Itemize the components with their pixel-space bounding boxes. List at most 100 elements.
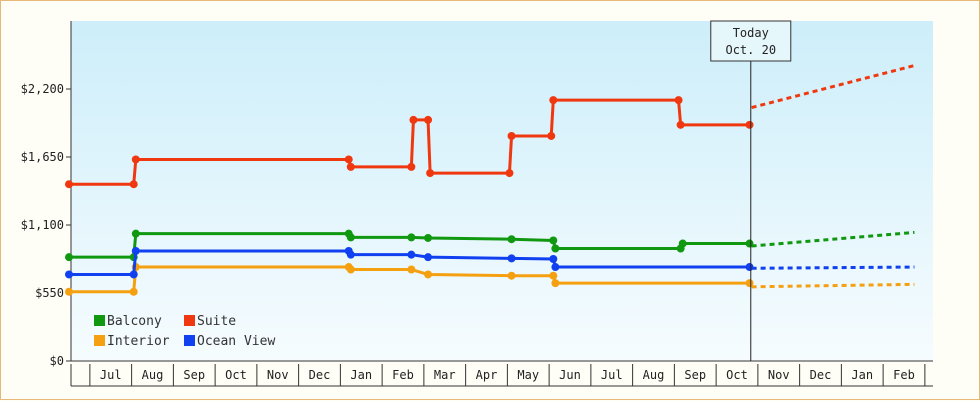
x-tick-label: Aug [142,368,164,382]
forecast-line-suite [751,64,915,109]
forecast-line-interior [751,282,915,289]
legend-label: Interior [107,334,170,349]
data-point [678,239,687,248]
legend-label: Suite [197,314,236,329]
legend-label: Balcony [107,314,162,329]
data-point [346,162,355,171]
x-tick-label: Oct [726,368,748,382]
series-suite [65,64,915,189]
data-point [346,265,355,274]
x-tick-label: Dec [810,368,832,382]
x-tick-label: Sep [684,368,706,382]
series-balcony [65,229,915,262]
x-tick-label: May [517,368,539,382]
data-point [344,155,353,164]
y-tick-label: $1,650 [21,150,64,164]
legend-swatch [184,315,195,326]
data-point [424,115,433,124]
forecast-line-balcony [751,230,915,248]
data-point [549,96,558,105]
data-point [346,250,355,259]
forecast-line-ocean-view [751,265,915,270]
legend: Balcony Suite Interior Ocean View [94,314,275,349]
y-tick-label: $2,200 [21,82,64,96]
today-annotation: Today Oct. 20 [710,20,792,361]
data-point [65,180,73,189]
data-point [426,169,435,178]
data-point [745,279,754,288]
data-point [549,271,558,280]
data-point [549,236,558,245]
y-axis: $0 $550 $1,100 $1,650 $2,200 [21,21,933,368]
data-point [424,253,433,262]
series-line-suite [69,98,750,186]
data-point [407,250,416,259]
data-point [407,162,416,171]
y-tick-label: $1,100 [21,218,64,232]
legend-item-suite: Suite [184,314,236,329]
data-point [549,255,558,263]
data-point [65,270,73,279]
data-point [674,96,683,105]
x-tick-label: Feb [392,368,414,382]
data-point [551,279,560,288]
x-tick-label: Feb [893,368,915,382]
data-point [131,246,140,255]
y-tick-label: $0 [50,354,64,368]
data-point [676,120,685,129]
data-point [551,263,560,272]
x-tick-label: Mar [434,368,456,382]
series-layer [65,64,915,296]
today-date-label: Oct. 20 [725,43,776,57]
data-point [745,239,754,248]
data-point [129,180,138,189]
data-point [507,271,516,280]
x-tick-label: Jun [559,368,581,382]
data-point [547,131,556,140]
data-point [424,233,433,242]
x-tick-label: Aug [643,368,665,382]
data-point [65,253,73,262]
x-tick-label: Jul [601,368,623,382]
x-tick-label: Nov [267,368,289,382]
data-point [424,270,433,279]
data-point [745,263,754,272]
data-point [409,115,418,124]
data-point [407,265,416,274]
x-tick-label: Dec [309,368,331,382]
today-box [710,20,792,62]
legend-swatch [94,315,105,326]
data-point [131,155,140,164]
data-point [505,169,514,178]
x-axis: Jul Aug Sep Oct Nov Dec Jan Feb Mar Apr May Jun Jul A… [70,364,933,387]
x-tick-label: Nov [768,368,790,382]
data-point [507,235,516,244]
legend-item-balcony: Balcony [94,314,162,329]
plot-area [71,21,933,361]
data-point [507,254,516,263]
x-tick-label: Sep [183,368,205,382]
data-point [745,120,754,129]
legend-label: Ocean View [197,334,275,349]
data-point [507,131,516,140]
y-tick-label: $550 [35,286,64,300]
today-label: Today [733,26,769,40]
x-tick-label: Oct [225,368,247,382]
legend-item-interior: Interior [94,334,170,349]
data-point [65,287,73,296]
data-point [551,244,560,253]
data-point [129,287,138,296]
x-tick-label: Jul [100,368,122,382]
data-point [129,270,138,279]
data-point [346,233,355,242]
x-tick-label: Jan [350,368,372,382]
legend-item-ocean-view: Ocean View [184,334,275,349]
series-ocean-view [65,246,915,279]
legend-swatch [94,335,105,346]
legend-swatch [184,335,195,346]
data-point [407,233,416,242]
x-tick-label: Jan [851,368,873,382]
x-tick-label: Apr [476,368,498,382]
